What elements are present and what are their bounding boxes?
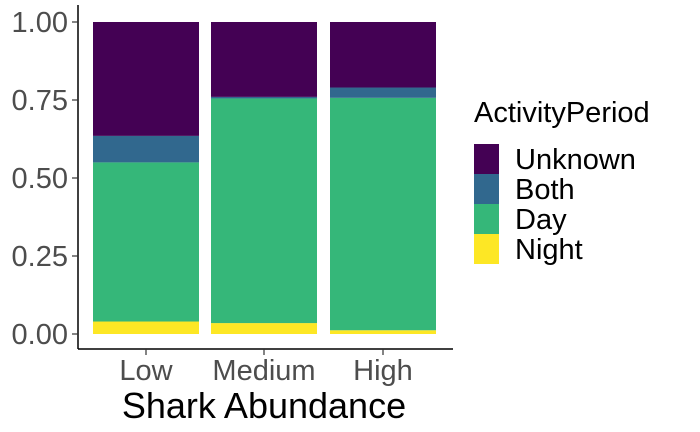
bar-low-day xyxy=(93,162,199,322)
legend-label-day: Day xyxy=(515,204,567,236)
legend-label-unknown: Unknown xyxy=(515,144,636,176)
y-tick-label: 0.25 xyxy=(12,241,68,273)
x-tick-label: Medium xyxy=(212,355,315,387)
y-tick-label: 0.75 xyxy=(12,85,68,117)
x-axis-title: Shark Abundance xyxy=(122,385,406,426)
legend-label-night: Night xyxy=(515,234,583,266)
bar-medium-unknown xyxy=(211,22,317,97)
y-tick-label: 1.00 xyxy=(12,7,68,39)
legend-key-both xyxy=(474,174,499,204)
x-tick-label: Low xyxy=(119,355,173,387)
bar-medium-both xyxy=(211,96,317,99)
y-axis-ticks: 0.00 0.25 0.50 0.75 1.00 xyxy=(12,7,78,351)
bar-high-unknown xyxy=(330,22,436,88)
legend-title: ActivityPeriod xyxy=(474,97,650,129)
bars-layer xyxy=(93,22,436,334)
bar-low-both xyxy=(93,135,199,163)
bar-low-unknown xyxy=(93,22,199,136)
y-tick-label: 0.50 xyxy=(12,163,68,195)
x-tick-label: High xyxy=(353,355,413,387)
legend-key-night xyxy=(474,234,499,264)
bar-high-day xyxy=(330,97,436,331)
bar-medium-night xyxy=(211,323,317,334)
bar-high-both xyxy=(330,87,436,98)
y-tick-label: 0.00 xyxy=(12,319,68,351)
bar-medium-day xyxy=(211,98,317,324)
legend-label-both: Both xyxy=(515,174,575,206)
bar-low-night xyxy=(93,321,199,334)
legend-key-day xyxy=(474,204,499,234)
legend-key-unknown xyxy=(474,144,499,174)
x-axis-ticks: Low Medium High xyxy=(119,349,413,387)
bar-high-night xyxy=(330,330,436,334)
